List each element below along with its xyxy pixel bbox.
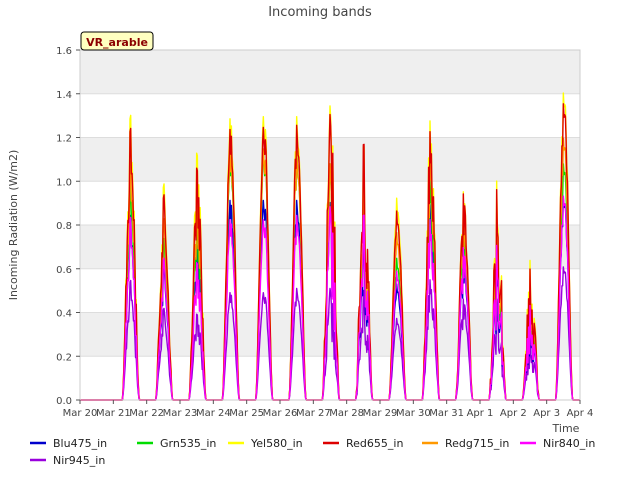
legend-label: Redg715_in [445,437,509,450]
annotation-box: VR_arable [80,31,154,51]
annotation-label: VR_arable [86,36,148,49]
x-tick-label: Mar 22 [129,408,164,419]
legend-label: Nir840_in [543,437,595,450]
x-tick-label: Mar 20 [63,408,98,419]
x-tick-label: Apr 1 [467,408,494,419]
legend-item-redg715-in: Redg715_in [422,437,509,450]
y-tick-label: 0.4 [56,309,72,320]
annotation-background [80,31,154,51]
x-tick-label: Apr 2 [500,408,527,419]
x-tick-label: Mar 24 [196,408,231,419]
y-axis: 0.0 0.2 0.4 0.6 0.8 1.0 1.2 1.4 1.6 [56,46,80,407]
x-tick-label: Mar 28 [329,408,364,419]
legend-label: Yel580_in [250,437,303,450]
legend-label: Red655_in [346,437,403,450]
x-tick-label: Mar 29 [363,408,398,419]
y-tick-label: 0.2 [56,352,72,363]
legend-item-nir945-in: Nir945_in [30,454,105,467]
legend-item-nir840-in: Nir840_in [520,437,595,450]
series-line-red655-in [79,103,581,401]
legend-item-red655-in: Red655_in [323,437,403,450]
legend-item-blu475-in: Blu475_in [30,437,107,450]
y-tick-label: 1.2 [56,134,72,145]
x-tick-label: Apr 3 [533,408,560,419]
y-tick-label: 0.6 [56,265,72,276]
legend: Blu475_in Grn535_in Yel580_in Red655_in Redg… [30,437,595,467]
y-tick-label: 1.4 [56,90,72,101]
y-tick-label: 0.8 [56,221,72,232]
background-band [80,312,580,357]
x-axis-label: Time [552,422,580,435]
y-tick-label: 0.0 [56,396,72,407]
legend-label: Grn535_in [160,437,216,450]
x-tick-label: Mar 27 [296,408,331,419]
x-tick-label: Mar 31 [429,408,464,419]
series-line-nir840-in [79,195,581,401]
chart-title: Incoming bands [268,5,372,20]
y-tick-label: 1.0 [56,177,72,188]
x-tick-label: Mar 25 [229,408,264,419]
background-band [80,50,580,94]
legend-item-grn535-in: Grn535_in [137,437,216,450]
background-band [80,225,580,269]
legend-label: Blu475_in [53,437,107,450]
x-tick-label: Mar 26 [263,408,298,419]
x-tick-label: Mar 30 [396,408,431,419]
x-tick-label: Mar 23 [163,408,198,419]
series-layer [79,92,581,401]
x-tick-label: Mar 21 [96,408,131,419]
legend-item-yel580-in: Yel580_in [228,437,303,450]
x-tick-label: Apr 4 [567,408,594,419]
series-line-yel580-in [79,92,581,401]
y-axis-label: Incoming Radiation (W/m2) [7,150,20,301]
y-tick-label: 1.6 [56,46,72,57]
legend-label: Nir945_in [53,454,105,467]
